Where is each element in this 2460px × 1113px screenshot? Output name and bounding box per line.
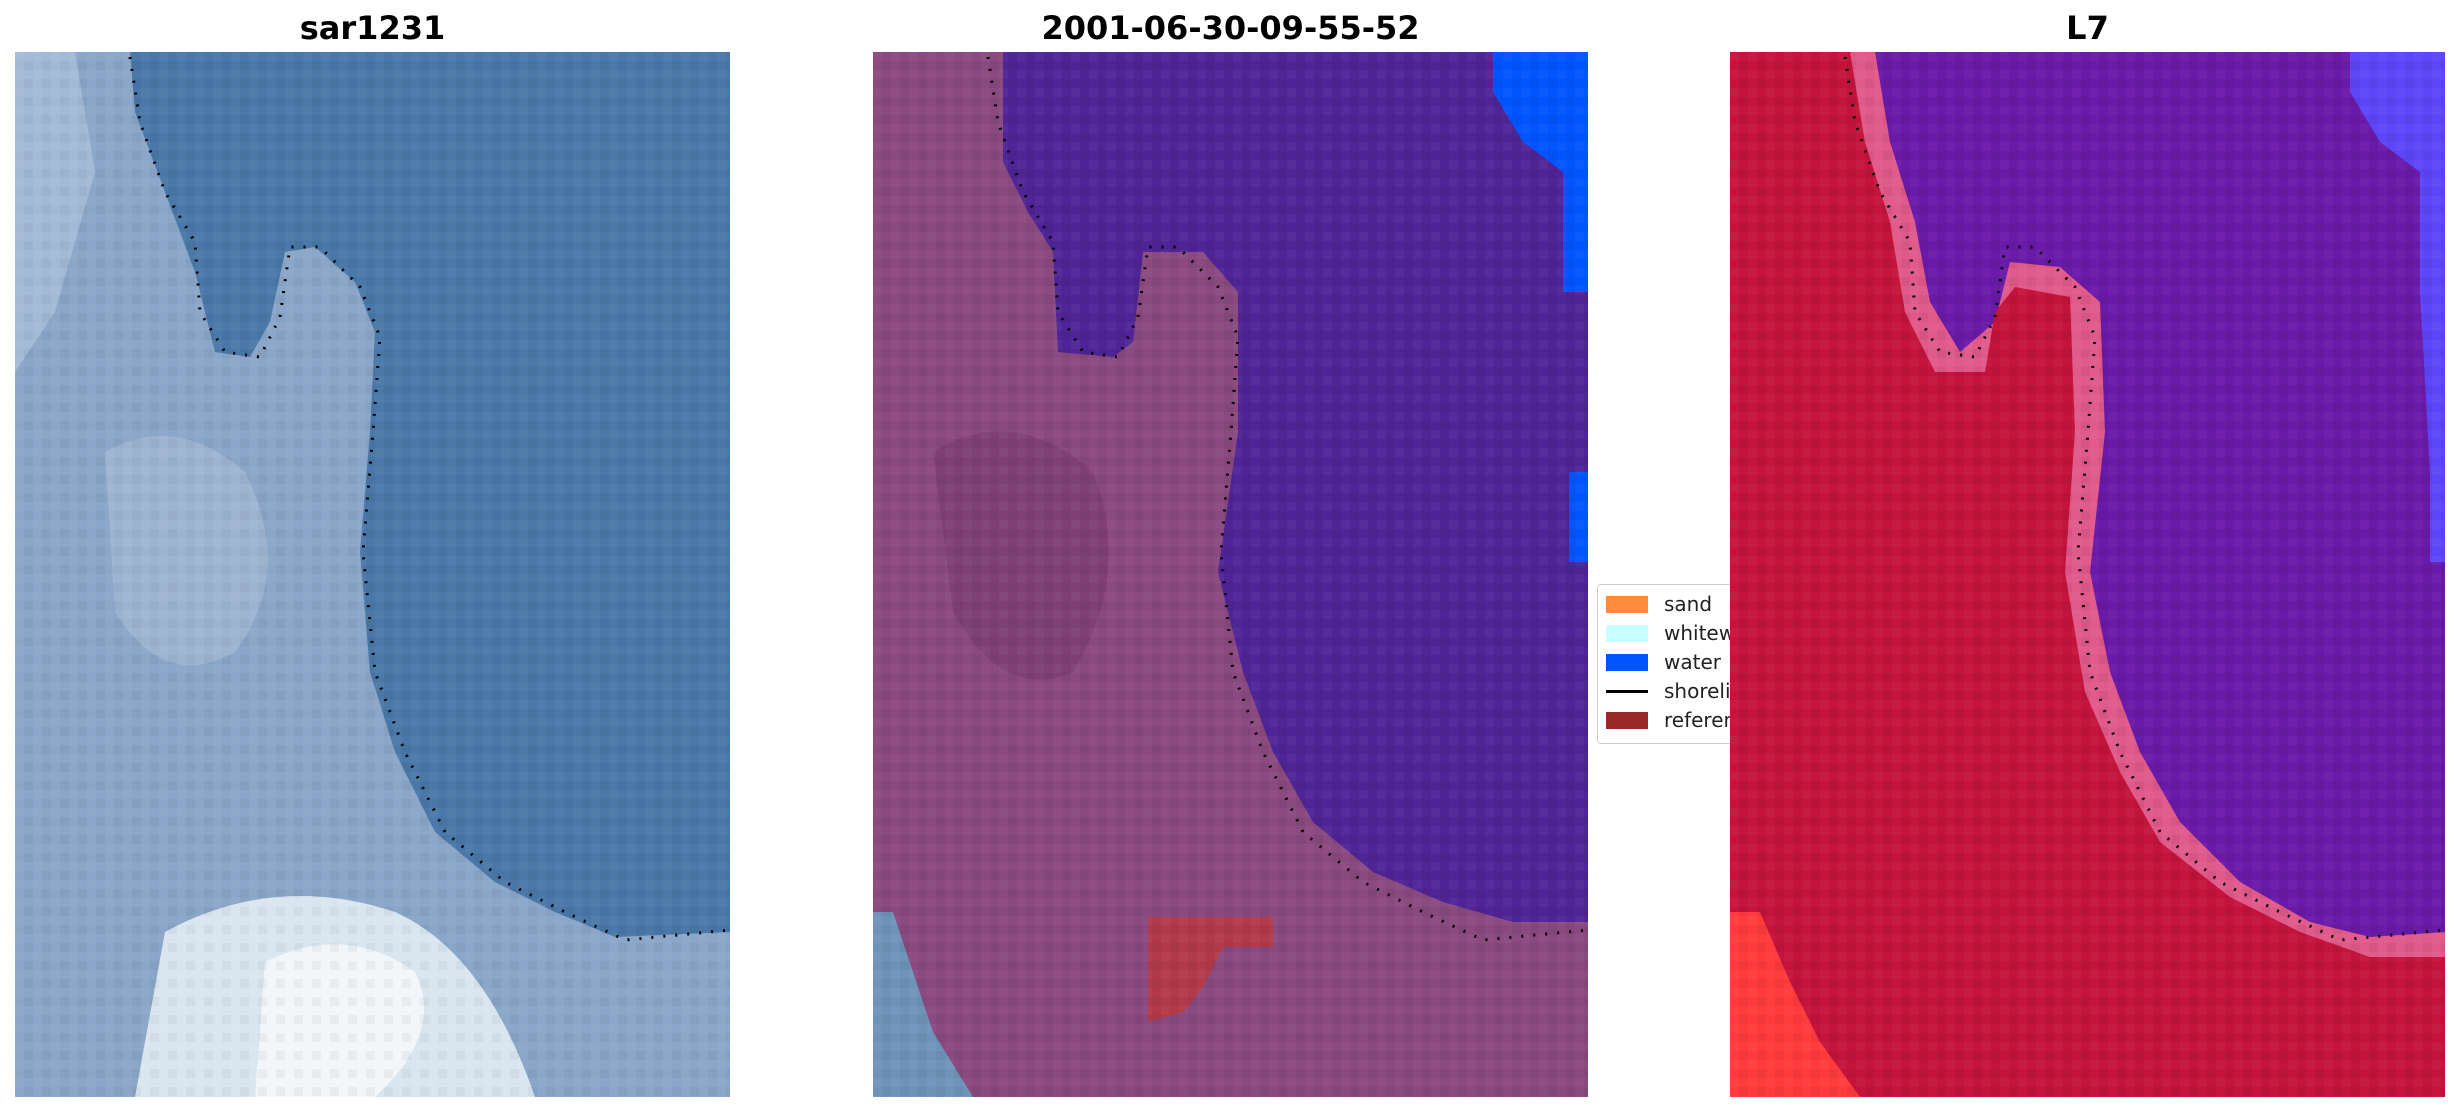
legend-item-shoreline: shoreline [1606, 678, 1730, 704]
legend-item-water: water [1606, 649, 1721, 675]
shoreline-dots [986, 56, 1588, 942]
rgb-image-panel [15, 52, 730, 1097]
index-image-panel [1730, 52, 2445, 1097]
classified-image [873, 52, 1588, 1097]
legend-swatch [1606, 689, 1648, 693]
legend-swatch [1606, 711, 1648, 729]
legend-label: sand [1664, 592, 1713, 616]
rgb-image [15, 52, 730, 1097]
legend-swatch [1606, 624, 1648, 642]
panel-title-index: L7 [2066, 9, 2109, 47]
classified-image-panel [873, 52, 1588, 1097]
index-image [1730, 52, 2445, 1097]
legend-label: reference [1664, 708, 1730, 732]
legend-label: shoreline [1664, 679, 1730, 703]
legend-item-sand: sand [1606, 591, 1712, 617]
shoreline-dots [128, 56, 730, 942]
shoreline-dots [1843, 56, 2445, 942]
legend-item-reference: reference [1606, 707, 1730, 733]
panel-title-classified: 2001-06-30-09-55-52 [1041, 9, 1420, 47]
legend-swatch [1606, 595, 1648, 613]
legend-label: water [1664, 650, 1721, 674]
panel-title-rgb: sar1231 [299, 9, 446, 47]
legend-swatch [1606, 653, 1648, 671]
